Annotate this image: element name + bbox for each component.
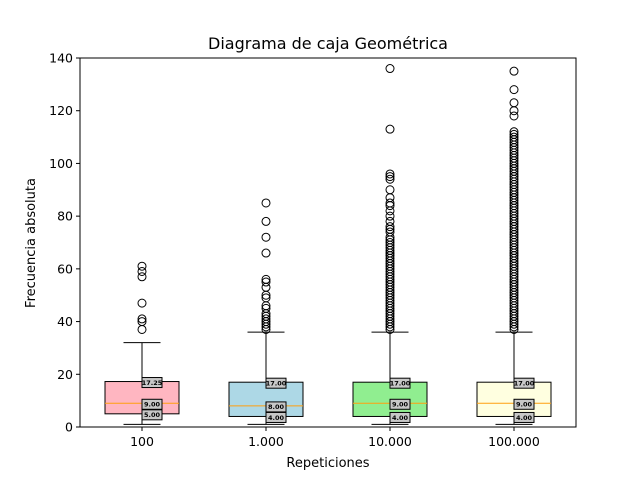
y-tick-label: 100 <box>49 156 73 171</box>
q1-annotation: 4.00 <box>389 411 411 423</box>
q1-annotation-text: 4.00 <box>392 414 409 422</box>
x-tick-label: 1.000 <box>248 434 284 449</box>
median-annotation-box <box>265 401 287 413</box>
q1-annotation-box <box>513 411 535 423</box>
q1-annotation-box <box>389 411 411 423</box>
q1-annotation-box <box>265 411 287 423</box>
median-annotation-text: 9.00 <box>392 401 409 409</box>
outlier-point <box>509 129 519 139</box>
axes-frame <box>79 57 577 428</box>
y-axis-label: Frecuencia absoluta <box>24 178 39 308</box>
outlier-point <box>385 185 395 195</box>
median-annotation: 8.00 <box>265 401 287 413</box>
median-annotation: 9.00 <box>513 398 535 410</box>
outlier-point <box>137 324 147 334</box>
outlier-point <box>261 232 271 242</box>
outlier-point <box>261 198 271 208</box>
outlier-point <box>509 132 519 142</box>
y-tick-label: 20 <box>57 367 73 382</box>
q3-annotation-text: 17.00 <box>514 379 535 387</box>
outlier-point <box>137 317 147 327</box>
outlier-point <box>137 261 147 271</box>
y-tick-label: 60 <box>57 261 73 276</box>
q3-annotation-box <box>513 377 535 389</box>
box-group-2 <box>352 64 428 425</box>
outlier-point <box>385 169 395 179</box>
x-axis-label: Repeticiones <box>286 456 369 471</box>
outlier-point <box>261 293 271 303</box>
outlier-point <box>261 274 271 284</box>
outlier-point <box>137 314 147 324</box>
outlier-point <box>385 216 395 226</box>
median-annotation-box <box>141 398 163 410</box>
plot-area: 17.25 9.00 5.00 17.00 8.00 4.00 17.00 9.00 4.00 1… <box>49 51 577 449</box>
outlier-point <box>509 106 519 116</box>
outlier-point <box>261 248 271 258</box>
q3-annotation: 17.00 <box>389 377 411 389</box>
y-tick-label: 0 <box>65 420 73 435</box>
box-group-3 <box>476 66 552 425</box>
outlier-point <box>385 193 395 203</box>
outlier-point <box>261 303 271 313</box>
q3-annotation-box <box>265 377 287 389</box>
q1-annotation: 5.00 <box>141 409 163 421</box>
q3-annotation: 17.25 <box>141 377 163 389</box>
median-annotation-text: 9.00 <box>516 401 533 409</box>
q3-annotation-box <box>141 377 163 389</box>
outlier-point <box>385 64 395 74</box>
outlier-point <box>385 172 395 182</box>
outlier-point <box>385 227 395 237</box>
x-tick-label: 100.000 <box>488 434 540 449</box>
y-tick-label: 80 <box>57 209 73 224</box>
y-tick-label: 120 <box>49 103 73 118</box>
y-tick-label: 40 <box>57 314 73 329</box>
q3-annotation-text: 17.00 <box>390 379 411 387</box>
outlier-point <box>509 111 519 121</box>
x-tick-label: 10.000 <box>368 434 412 449</box>
q1-annotation: 4.00 <box>265 411 287 423</box>
outlier-point <box>385 222 395 232</box>
median-annotation-box <box>513 398 535 410</box>
outlier-point <box>385 198 395 208</box>
outlier-point <box>137 272 147 282</box>
q1-annotation: 4.00 <box>513 411 535 423</box>
chart-title: Diagrama de caja Geométrica <box>208 34 448 53</box>
outlier-point <box>509 127 519 137</box>
outlier-point <box>261 216 271 226</box>
x-tick-label: 100 <box>130 434 154 449</box>
median-annotation: 9.00 <box>141 398 163 410</box>
outlier-point <box>509 66 519 76</box>
q1-annotation-text: 5.00 <box>144 411 161 419</box>
q1-annotation-text: 4.00 <box>516 414 533 422</box>
outlier-point <box>385 174 395 184</box>
q3-annotation: 17.00 <box>265 377 287 389</box>
median-annotation-box <box>389 398 411 410</box>
q3-annotation: 17.00 <box>513 377 535 389</box>
q3-annotation-text: 17.00 <box>266 379 287 387</box>
median-annotation: 9.00 <box>389 398 411 410</box>
outlier-point <box>137 298 147 308</box>
q3-annotation-text: 17.25 <box>142 379 163 387</box>
q1-annotation-text: 4.00 <box>268 414 285 422</box>
outlier-point <box>509 85 519 95</box>
outlier-point <box>261 277 271 287</box>
outlier-point <box>385 211 395 221</box>
box-group-1 <box>228 198 304 425</box>
outlier-point <box>385 238 395 247</box>
median-annotation-text: 9.00 <box>144 401 161 409</box>
outlier-point <box>509 98 519 108</box>
outlier-point <box>385 124 395 134</box>
q3-annotation-box <box>389 377 411 389</box>
outlier-point <box>261 314 271 324</box>
median-annotation-text: 8.00 <box>268 403 285 411</box>
outlier-point <box>137 266 147 276</box>
y-tick-label: 140 <box>49 51 73 66</box>
q1-annotation-box <box>141 409 163 421</box>
